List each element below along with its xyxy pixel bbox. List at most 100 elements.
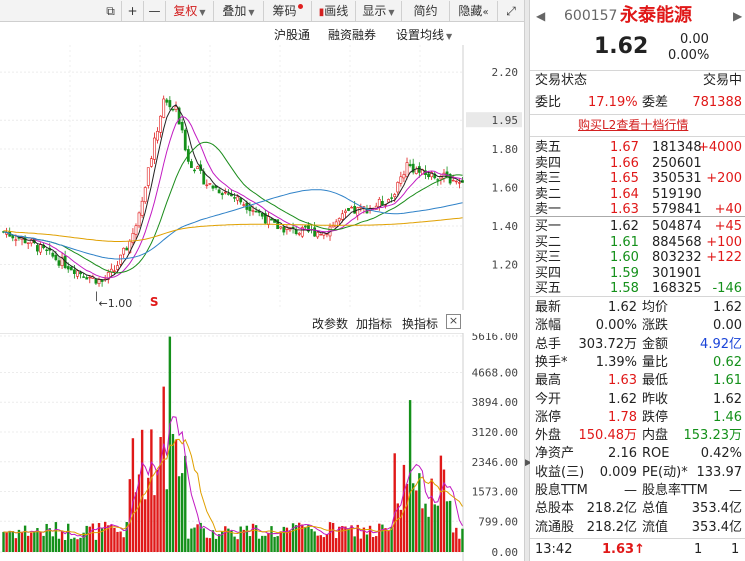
- candle-body: [57, 260, 61, 266]
- volume-bar: [39, 532, 42, 552]
- candle-body: [190, 161, 193, 168]
- stat-row: 外盘 150.48万 内盘 153.23万: [530, 427, 745, 445]
- bid-label: 买二: [535, 234, 562, 250]
- candle-body: [79, 272, 82, 275]
- volume-bar: [196, 524, 199, 552]
- candle-body: [131, 233, 135, 243]
- hugutong-link[interactable]: 沪股通: [274, 28, 311, 42]
- candle-body: [297, 233, 301, 235]
- chart-toolbar: ⧉ + — 复权 ▼ 叠加 ▼ 筹码 ▮画线 显示 ▼ 简约 隐藏« ⤢: [0, 0, 524, 22]
- ask-label: 卖一: [535, 202, 562, 217]
- volume-bar: [304, 526, 307, 552]
- volume-bar: [328, 522, 332, 552]
- draw-line-button[interactable]: ▮画线: [312, 1, 356, 21]
- volume-bar: [180, 473, 184, 552]
- volume-bar: [57, 538, 61, 552]
- candle-body: [408, 164, 412, 167]
- volume-bar: [128, 479, 132, 552]
- ma-setting-dropdown[interactable]: 设置均线 ▼: [396, 28, 453, 42]
- candle-body: [196, 166, 199, 170]
- volume-bar: [353, 536, 356, 552]
- volume-bar: [233, 536, 236, 552]
- close-icon[interactable]: ×: [446, 314, 461, 329]
- candle-body: [97, 279, 101, 284]
- bid-row: 买二 1.61 884568 +100: [530, 234, 745, 252]
- chip-button[interactable]: 筹码: [264, 1, 312, 21]
- zoom-out-button[interactable]: —: [144, 1, 166, 21]
- volume-bar: [415, 490, 418, 552]
- candlestick-chart[interactable]: 2.20 1.95 1.80 1.60 1.40 1.20 ←1.00 S: [0, 45, 524, 310]
- volume-bar: [168, 336, 172, 552]
- candle-body: [303, 225, 307, 228]
- volume-bar: [60, 531, 64, 552]
- volume-bar: [248, 536, 252, 552]
- volume-bar: [291, 523, 295, 552]
- volume-bar: [282, 526, 286, 552]
- candle-body: [153, 137, 156, 160]
- volume-bar: [338, 526, 341, 552]
- margin-link[interactable]: 融资融券: [328, 28, 377, 42]
- volume-bar: [33, 531, 36, 552]
- add-indicator-button[interactable]: 加指标: [356, 317, 393, 331]
- stat-row: 股息TTM — 股息率TTM —: [530, 482, 745, 500]
- volume-bar: [455, 527, 458, 552]
- y-tick-label: 2.20: [492, 66, 519, 79]
- display-dropdown[interactable]: 显示 ▼: [356, 1, 402, 21]
- candle-body: [143, 187, 147, 203]
- candle-body: [125, 247, 129, 251]
- volume-bar: [116, 531, 119, 552]
- candle-body: [85, 277, 89, 280]
- volume-bar: [14, 538, 18, 552]
- panel-divider[interactable]: [524, 0, 530, 561]
- prev-stock-icon[interactable]: ◀: [536, 9, 546, 23]
- y-tick-label: 799.00: [478, 515, 518, 528]
- bid-price: 1.59: [610, 265, 639, 281]
- zoom-in-button[interactable]: +: [122, 1, 144, 21]
- l2-link[interactable]: 购买L2查看十档行情: [578, 118, 689, 132]
- volume-bar: [85, 525, 88, 552]
- candle-body: [248, 206, 252, 212]
- candle-body: [66, 266, 70, 270]
- ask-label: 卖五: [535, 140, 562, 155]
- edit-params-button[interactable]: 改参数: [312, 317, 349, 331]
- fuquan-dropdown[interactable]: 复权 ▼: [166, 1, 214, 21]
- overlay-dropdown[interactable]: 叠加 ▼: [214, 1, 264, 21]
- candle-body: [217, 189, 221, 194]
- tick-count: 1: [731, 542, 740, 557]
- hide-button[interactable]: 隐藏«: [450, 1, 498, 21]
- volume-bar: [174, 439, 178, 552]
- switch-indicator-button[interactable]: 换指标: [402, 317, 439, 331]
- screenshot-button[interactable]: ⧉: [100, 1, 122, 21]
- volume-bar: [165, 489, 168, 552]
- candle-body: [36, 245, 39, 252]
- volume-bar: [221, 531, 224, 552]
- candle-body: [11, 234, 15, 239]
- vol: [3, 438, 463, 536]
- volume-bar: [100, 527, 104, 552]
- volume-bar: [97, 523, 101, 552]
- volume-bar: [45, 523, 48, 552]
- volume-bar: [236, 539, 239, 552]
- tick-time: 13:42: [535, 542, 573, 557]
- simple-mode-button[interactable]: 简约: [402, 1, 450, 21]
- candle-body: [149, 158, 153, 167]
- fullscreen-button[interactable]: ⤢: [500, 1, 522, 21]
- stat-value: 133.97: [696, 464, 743, 480]
- volume-chart[interactable]: 5616.00 4668.00 3894.00 3120.00 2346.00 1573.…: [0, 333, 524, 561]
- volume-bar: [214, 538, 218, 552]
- stat-label: PE(动)*: [642, 464, 688, 480]
- tick-volume: 1: [694, 542, 703, 557]
- volume-bar: [82, 532, 85, 552]
- volume-bar: [270, 526, 273, 552]
- collapse-arrow-icon[interactable]: ▶: [525, 458, 532, 468]
- y-tick-label: 1.20: [492, 259, 519, 272]
- next-stock-icon[interactable]: ▶: [733, 9, 743, 23]
- stat-value: 1.39%: [595, 354, 637, 370]
- ask-volume: 519190: [652, 186, 702, 202]
- candle-body: [254, 210, 258, 213]
- stat-label: 昨收: [642, 391, 669, 407]
- candle-body: [119, 254, 122, 265]
- candle-body: [140, 200, 144, 216]
- stat-label: 净资产: [535, 446, 575, 462]
- stat-label: 总值: [642, 501, 669, 517]
